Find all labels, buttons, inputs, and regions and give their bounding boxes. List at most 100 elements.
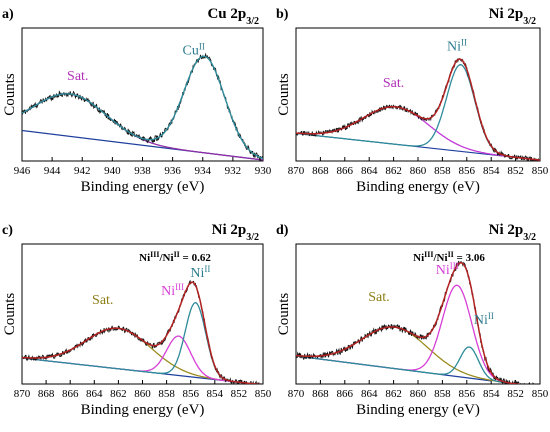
peak-label-main: NiII bbox=[447, 38, 467, 55]
panel-label: a) bbox=[2, 7, 14, 22]
x-tick-label: 940 bbox=[104, 165, 121, 177]
x-tick-label: 866 bbox=[337, 165, 354, 177]
peak-label-text: Ni bbox=[161, 284, 175, 299]
peak-label-text: Ni bbox=[190, 266, 204, 281]
x-tick-label: 866 bbox=[62, 388, 79, 400]
plot-area bbox=[22, 52, 263, 161]
title-main: Ni 2p bbox=[489, 6, 524, 22]
panel-label: d) bbox=[276, 223, 289, 238]
plot-frame bbox=[295, 243, 541, 385]
ratio-part: Ni bbox=[139, 252, 150, 264]
peak-label-text: Cu bbox=[183, 44, 199, 59]
chart-panel: 870 868 866 864 862 860 858 856 854 852 850 Binding… bbox=[276, 222, 549, 418]
plot-frame bbox=[21, 243, 264, 385]
peak-label-text: Ni bbox=[474, 313, 488, 328]
peak-label-text: Ni bbox=[447, 40, 461, 55]
peak-label-superscript: II bbox=[199, 42, 205, 52]
ratio-superscript: II bbox=[174, 250, 180, 259]
x-tick-label: 850 bbox=[532, 388, 549, 400]
fit-peak-ni3 bbox=[22, 335, 261, 384]
title-subscript: 3/2 bbox=[523, 16, 536, 27]
peak-label-ni3: NiIII bbox=[161, 282, 184, 299]
experimental-spectrum bbox=[296, 260, 539, 384]
peak-label-sat: Sat. bbox=[368, 290, 389, 305]
x-tick-label: 856 bbox=[182, 388, 199, 400]
x-tick-label: 862 bbox=[385, 165, 402, 177]
fit-envelope bbox=[22, 55, 263, 160]
x-tick-label: 864 bbox=[361, 388, 378, 400]
x-tick-label: 850 bbox=[255, 388, 272, 400]
title-subscript: 3/2 bbox=[246, 232, 259, 243]
peak-label-text: Ni bbox=[436, 263, 450, 278]
x-tick-label: 856 bbox=[459, 388, 476, 400]
peak-label-text: Sat. bbox=[368, 290, 389, 305]
x-axis-title: Binding energy (eV) bbox=[356, 179, 480, 195]
x-tick-label: 858 bbox=[434, 165, 451, 177]
x-axis-title: Binding energy (eV) bbox=[81, 402, 205, 418]
ratio-superscript: III bbox=[150, 250, 159, 259]
ratio-value: = 3.06 bbox=[454, 252, 486, 264]
x-tick-label: 944 bbox=[44, 165, 61, 177]
ratio-annotation: NiIII/NiII = 3.06 bbox=[413, 250, 485, 265]
x-tick-label: 866 bbox=[337, 388, 354, 400]
fit-peak-main bbox=[296, 64, 540, 161]
fit-envelope bbox=[296, 262, 522, 384]
y-axis-title: Counts bbox=[276, 293, 292, 336]
x-tick-label: 936 bbox=[164, 165, 181, 177]
x-tick-label: 870 bbox=[288, 165, 305, 177]
x-tick-label: 868 bbox=[38, 388, 55, 400]
peak-label-ni2: NiII bbox=[474, 311, 494, 328]
title-main: Ni 2p bbox=[489, 222, 524, 238]
x-tick-label: 856 bbox=[459, 165, 476, 177]
ratio-part: /Ni bbox=[433, 252, 448, 264]
plot-frame bbox=[295, 27, 541, 162]
x-tick-label: 870 bbox=[288, 388, 305, 400]
x-tick-label: 938 bbox=[134, 165, 151, 177]
x-tick-label: 858 bbox=[434, 388, 451, 400]
ratio-value: = 0.62 bbox=[180, 252, 212, 264]
panel-title: Cu 2p3/2 bbox=[207, 6, 259, 27]
peak-label-sat: Sat. bbox=[67, 69, 88, 84]
x-tick-label: 860 bbox=[134, 388, 151, 400]
x-tick-label: 860 bbox=[410, 388, 427, 400]
x-tick-label: 854 bbox=[483, 388, 500, 400]
fit-peak-ni2 bbox=[296, 346, 521, 384]
ratio-superscript: II bbox=[448, 250, 454, 259]
x-tick-label: 854 bbox=[207, 388, 224, 400]
fit-envelope bbox=[22, 281, 262, 384]
title-subscript: 3/2 bbox=[523, 232, 536, 243]
peak-label-text: Sat. bbox=[67, 69, 88, 84]
panel-title: Ni 2p3/2 bbox=[489, 222, 536, 243]
peak-label-superscript: II bbox=[461, 38, 467, 48]
x-tick-label: 862 bbox=[110, 388, 127, 400]
x-tick-label: 868 bbox=[312, 165, 329, 177]
peak-label-ni2: NiII bbox=[190, 264, 210, 281]
title-main: Cu 2p bbox=[207, 6, 246, 22]
y-axis-title: Counts bbox=[2, 293, 18, 336]
x-tick-label: 858 bbox=[158, 388, 175, 400]
peak-label-sat: Sat. bbox=[383, 76, 404, 91]
peak-label-ni3: NiIII bbox=[436, 261, 459, 278]
panel-title: Ni 2p3/2 bbox=[489, 6, 536, 27]
panel-label: c) bbox=[2, 223, 13, 238]
x-tick-label: 860 bbox=[410, 165, 427, 177]
chart-panel: 870 868 866 864 862 860 858 856 854 852 850 Binding… bbox=[2, 222, 272, 418]
peak-label-text: Sat. bbox=[383, 76, 404, 91]
x-tick-label: 942 bbox=[74, 165, 91, 177]
ratio-part: Ni bbox=[413, 252, 424, 264]
experimental-spectrum bbox=[22, 52, 263, 161]
chart-panel: 946 944 942 940 938 936 934 932 930 Binding energ… bbox=[2, 6, 272, 195]
plot-area bbox=[296, 260, 539, 384]
peak-label-main: CuII bbox=[183, 42, 205, 59]
x-tick-label: 852 bbox=[231, 388, 248, 400]
x-tick-label: 934 bbox=[195, 165, 212, 177]
fit-envelope bbox=[296, 58, 540, 161]
y-axis-title: Counts bbox=[276, 73, 292, 116]
x-tick-label: 862 bbox=[385, 388, 402, 400]
x-tick-label: 946 bbox=[14, 165, 31, 177]
x-tick-label: 870 bbox=[14, 388, 31, 400]
panel-title: Ni 2p3/2 bbox=[212, 222, 259, 243]
title-subscript: 3/2 bbox=[246, 16, 259, 27]
y-axis-title: Counts bbox=[2, 73, 18, 116]
ratio-superscript: III bbox=[424, 250, 433, 259]
